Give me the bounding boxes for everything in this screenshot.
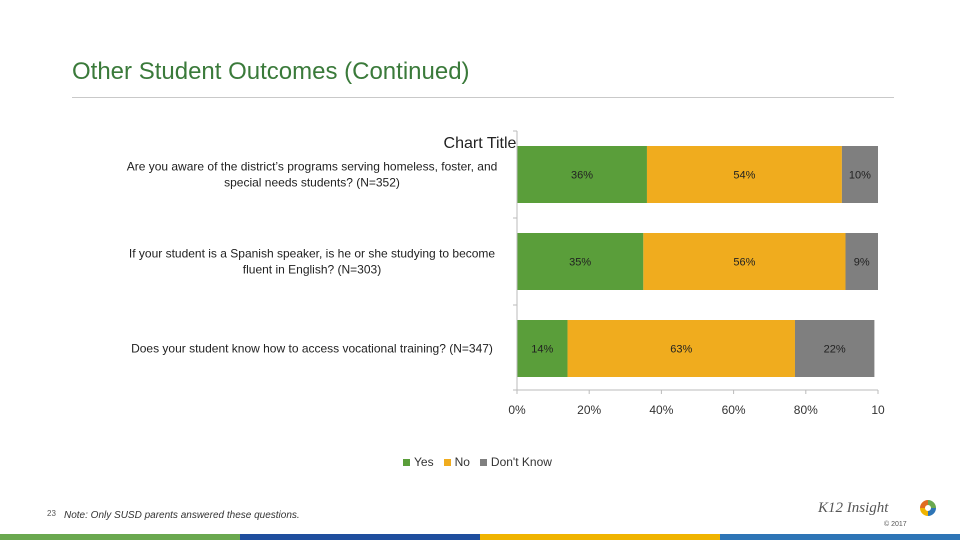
footer-bar-segment-1 <box>0 534 240 540</box>
bar-yes-row-1 <box>517 146 647 203</box>
x-tick-label-3: 40% <box>649 403 673 417</box>
bar-dont-know-row-1 <box>841 146 878 203</box>
data-label-no-row-1: 54% <box>733 170 755 182</box>
logo-copyright: © 2017 <box>884 521 907 528</box>
slide-title: Other Student Outcomes (Continued) <box>72 58 470 85</box>
data-label-no-row-3: 63% <box>670 344 692 356</box>
k12-insight-logo: K12 Insight © 2017 <box>818 496 938 536</box>
category-label-row-1: Are you aware of the district’s programs… <box>127 160 498 190</box>
bar-yes-row-3 <box>517 320 568 377</box>
bar-no-row-1 <box>646 146 842 203</box>
legend-item-yes: Yes <box>403 455 434 469</box>
logo-text: K12 Insight <box>818 500 889 516</box>
chart-title: Chart Title <box>444 135 517 152</box>
x-tick-label-1: 0% <box>508 403 526 417</box>
data-label-dont-know-row-3: 22% <box>824 344 846 356</box>
legend-swatch-dont-know <box>479 458 487 466</box>
legend-swatch-no <box>443 458 451 466</box>
legend-label-no: No <box>454 455 470 469</box>
legend-item-dont-know: Don't Know <box>479 455 552 469</box>
bar-no-row-3 <box>567 320 795 377</box>
bar-dont-know-row-3 <box>794 320 875 377</box>
x-tick-label-2: 20% <box>577 403 601 417</box>
logo-mark-icon <box>920 500 936 516</box>
title-divider <box>72 97 894 98</box>
bar-yes-row-2 <box>517 233 644 290</box>
legend-item-no: No <box>443 455 470 469</box>
data-label-dont-know-row-1: 10% <box>849 170 871 182</box>
footer-bar-segment-4 <box>720 534 960 540</box>
x-tick-label-6: 10 <box>871 403 885 417</box>
footer-color-bar <box>0 534 960 540</box>
data-label-yes-row-3: 14% <box>531 344 553 356</box>
page-number: 23 <box>47 509 56 518</box>
data-label-no-row-2: 56% <box>733 257 755 269</box>
footnote: Note: Only SUSD parents answered these q… <box>64 510 300 521</box>
legend-label-dont-know: Don't Know <box>490 455 552 469</box>
footer-bar-segment-2 <box>240 534 480 540</box>
legend-swatch-yes <box>403 458 410 466</box>
x-tick-label-5: 80% <box>794 403 818 417</box>
data-label-dont-know-row-2: 9% <box>854 257 870 269</box>
x-tick-label-4: 60% <box>722 403 746 417</box>
category-label-row-2: If your student is a Spanish speaker, is… <box>129 247 496 277</box>
data-label-yes-row-2: 35% <box>569 257 591 269</box>
bar-dont-know-row-2 <box>845 233 878 290</box>
legend-label-yes: Yes <box>414 455 434 469</box>
footer-bar-segment-3 <box>480 534 720 540</box>
chart-legend: Yes No Don't Know <box>403 455 552 469</box>
category-label-row-3: Does your student know how to access voc… <box>131 342 493 356</box>
bar-no-row-2 <box>643 233 846 290</box>
data-label-yes-row-1: 36% <box>571 170 593 182</box>
